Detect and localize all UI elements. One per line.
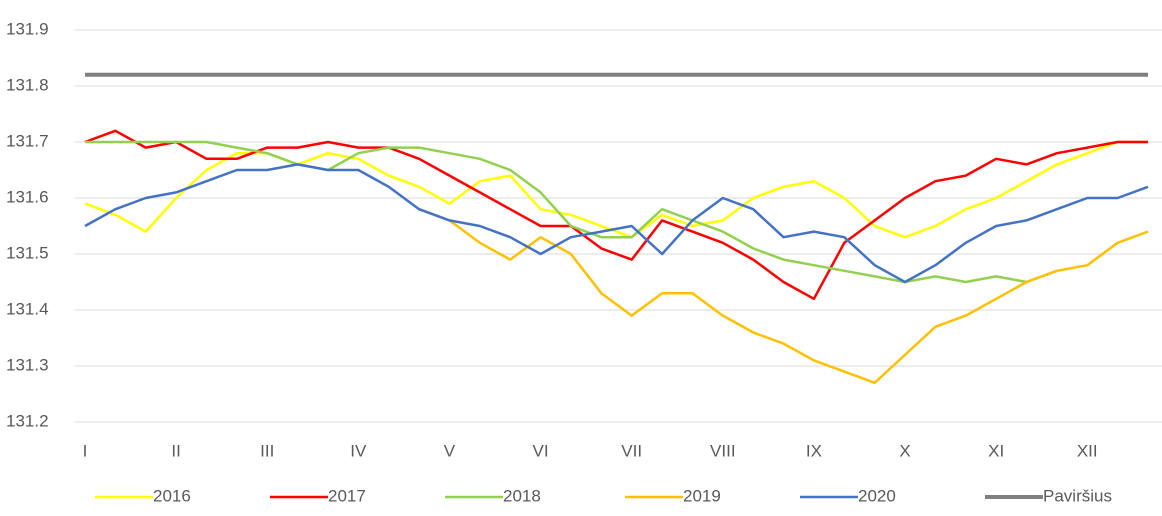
y-tick-label: 131.6 xyxy=(6,187,49,206)
legend-label: 2019 xyxy=(683,486,721,505)
x-tick-label: XII xyxy=(1077,441,1098,460)
x-tick-label: VIII xyxy=(710,441,736,460)
x-tick-label: II xyxy=(171,441,180,460)
series-line xyxy=(84,163,1149,284)
x-tick-label: IV xyxy=(350,441,367,460)
x-tick-label: XI xyxy=(988,441,1004,460)
series-line xyxy=(84,129,1148,301)
y-tick-label: 131.3 xyxy=(6,355,49,374)
series-line xyxy=(85,140,1058,284)
legend-label: 2016 xyxy=(153,486,191,505)
y-tick-label: 131.5 xyxy=(6,243,49,262)
y-tick-label: 131.9 xyxy=(6,19,49,38)
x-tick-label: X xyxy=(899,441,910,460)
y-tick-label: 131.4 xyxy=(6,299,49,318)
x-tick-label: VI xyxy=(533,441,549,460)
x-tick-label: IX xyxy=(806,441,822,460)
legend-label: 2018 xyxy=(503,486,541,505)
y-tick-label: 131.8 xyxy=(6,75,49,94)
x-tick-label: V xyxy=(444,441,456,460)
legend-label: 2017 xyxy=(328,486,366,505)
x-tick-label: III xyxy=(260,441,274,460)
legend-label: Paviršius xyxy=(1043,486,1112,505)
legend-label: 2020 xyxy=(858,486,896,505)
x-tick-label: VII xyxy=(621,441,642,460)
y-tick-label: 131.7 xyxy=(6,131,49,150)
y-tick-label: 131.2 xyxy=(6,411,49,430)
series-line xyxy=(418,208,1149,385)
x-tick-label: I xyxy=(83,441,88,460)
